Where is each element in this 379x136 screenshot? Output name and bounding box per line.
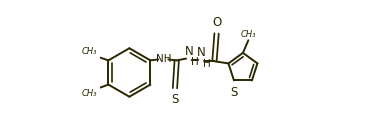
Text: CH₃: CH₃ xyxy=(82,89,98,98)
Text: N: N xyxy=(197,47,205,59)
Text: H: H xyxy=(191,57,199,67)
Text: NH: NH xyxy=(155,55,171,64)
Text: S: S xyxy=(230,86,238,98)
Text: CH₃: CH₃ xyxy=(81,47,97,56)
Text: S: S xyxy=(171,93,179,106)
Text: O: O xyxy=(212,16,222,29)
Text: H: H xyxy=(203,59,210,69)
Text: N: N xyxy=(185,45,194,58)
Text: CH₃: CH₃ xyxy=(241,30,256,39)
